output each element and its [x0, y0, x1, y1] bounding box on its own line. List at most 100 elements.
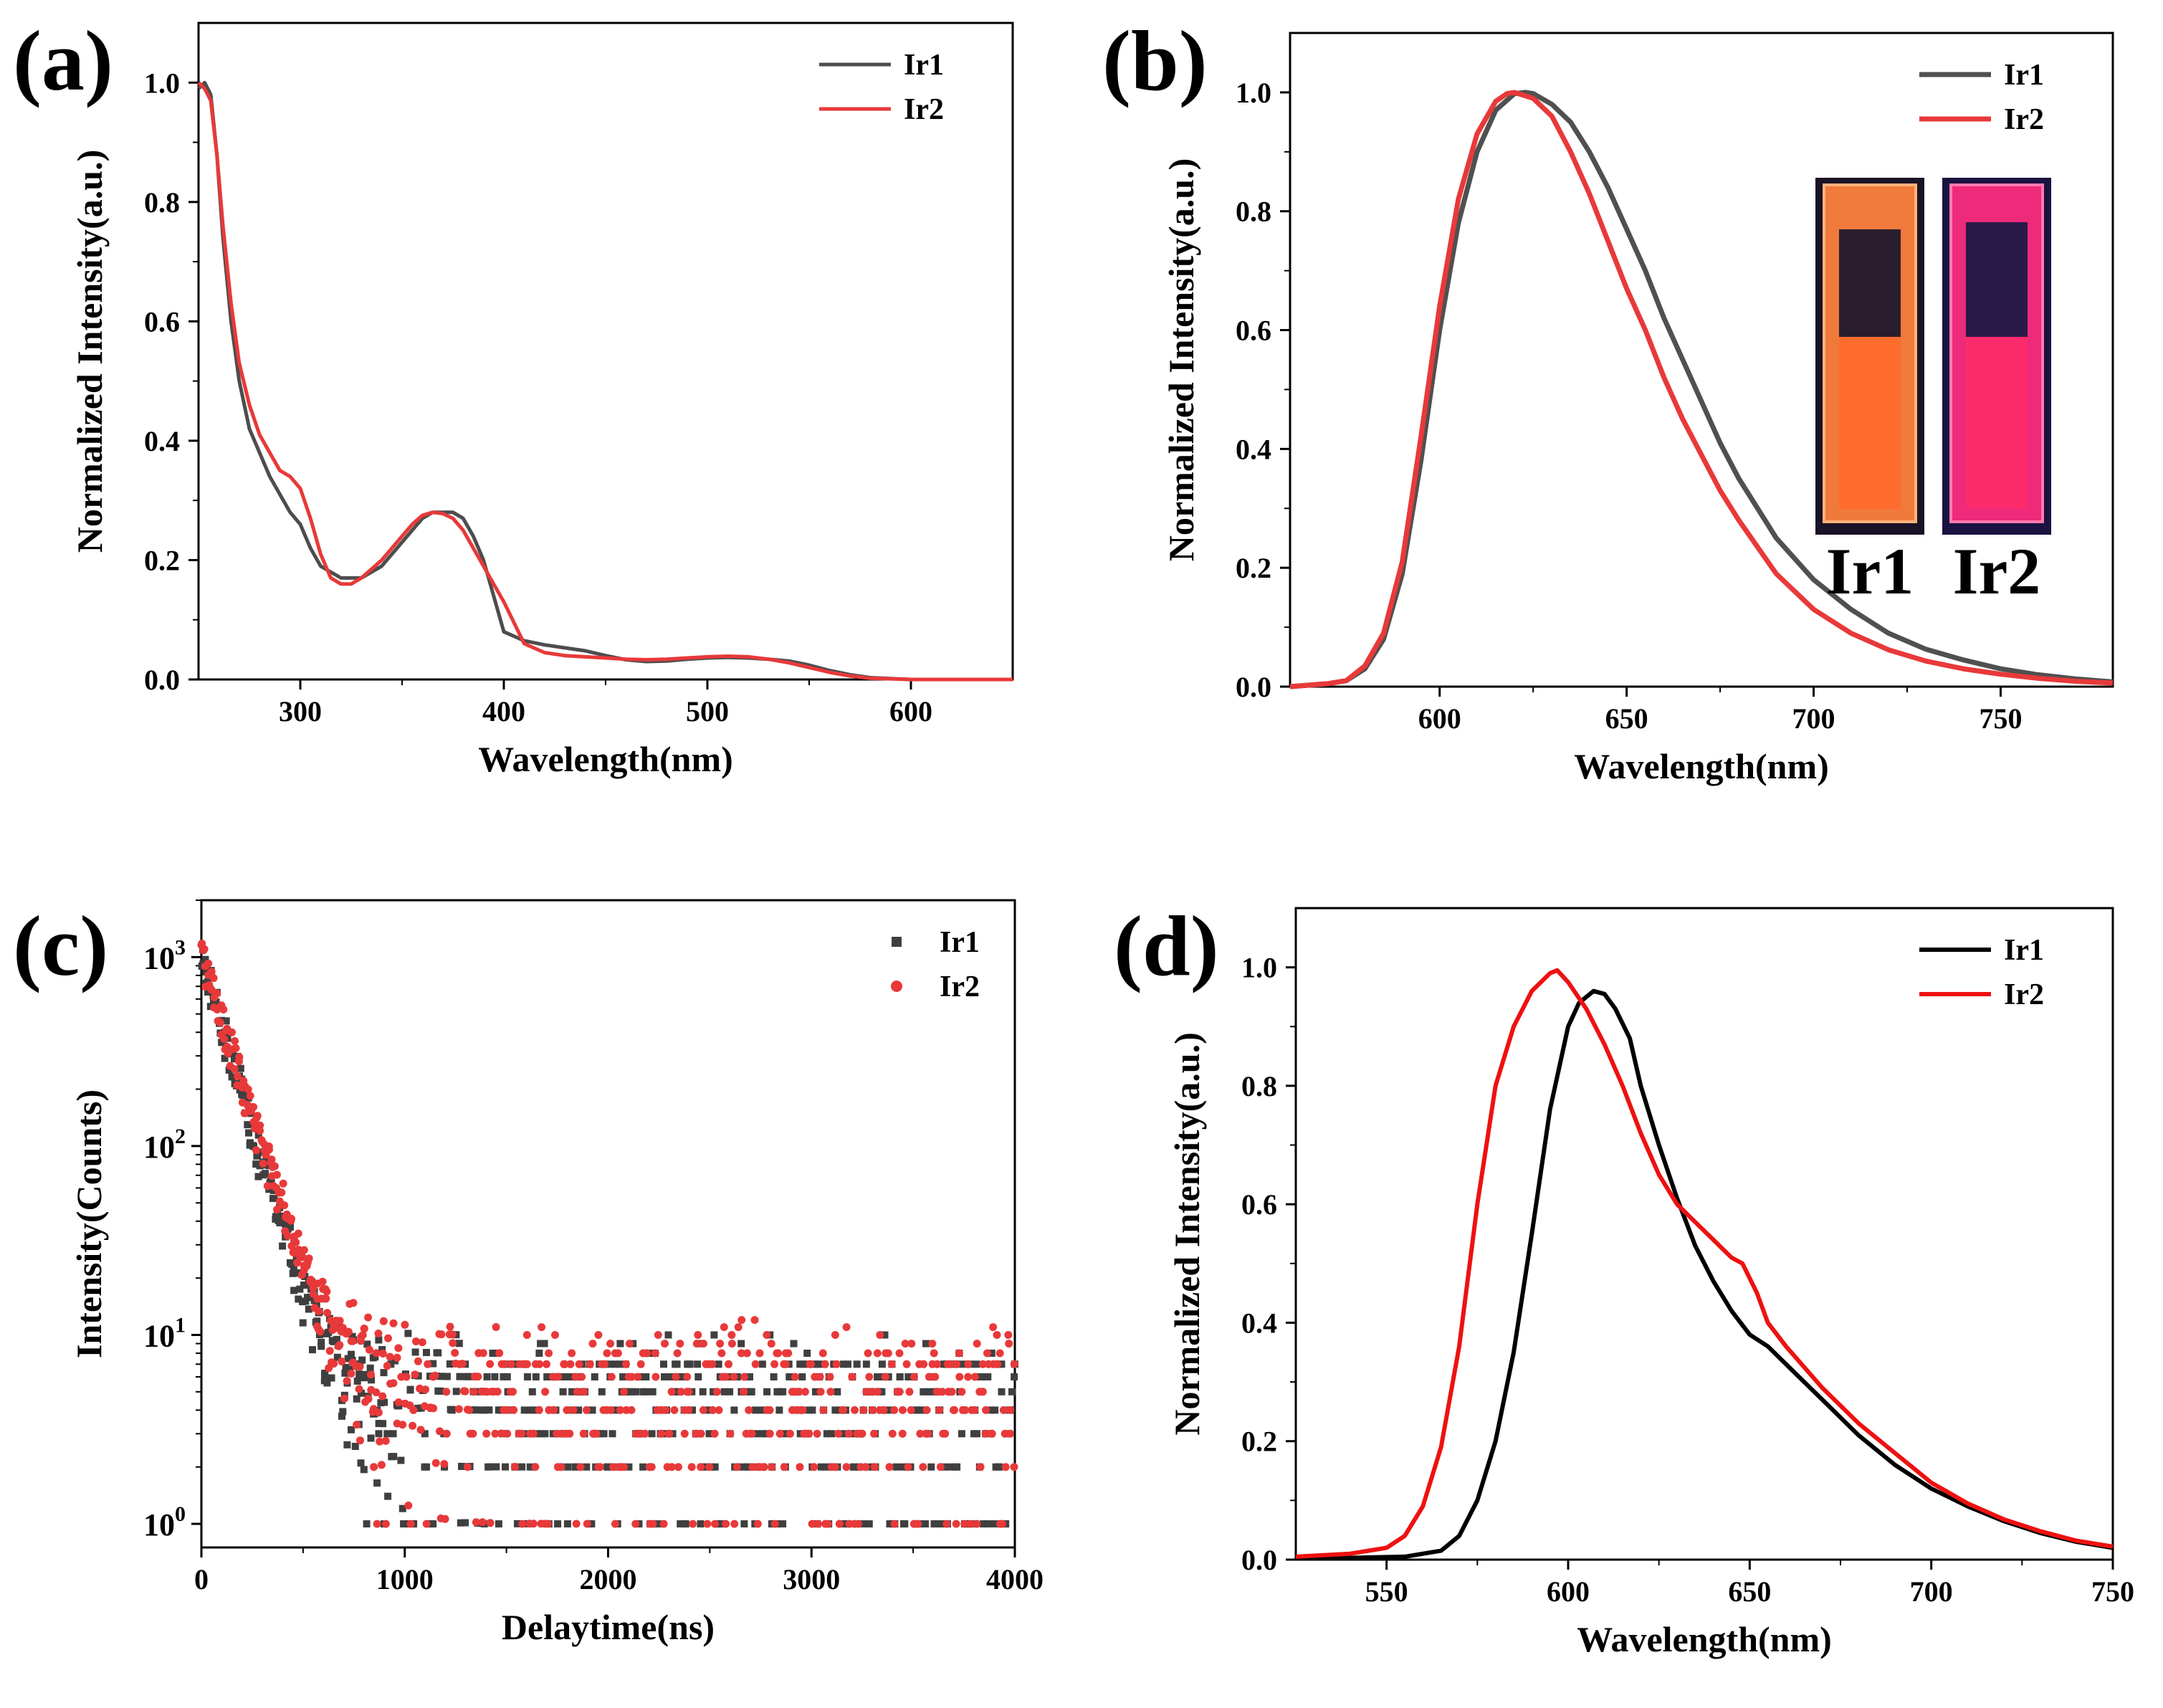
data-point	[941, 1429, 950, 1438]
data-point	[717, 1520, 725, 1528]
data-point	[429, 1520, 437, 1528]
data-point	[360, 1466, 368, 1474]
data-point	[708, 1360, 717, 1368]
y-tick-exponent: 1	[175, 1313, 186, 1337]
x-tick-label: 600	[1547, 1575, 1590, 1608]
data-point	[628, 1373, 636, 1381]
data-point	[993, 1360, 1002, 1368]
y-tick-label: 0.6	[144, 305, 180, 338]
data-point	[727, 1340, 736, 1348]
data-point	[775, 1406, 783, 1414]
data-point	[287, 1223, 294, 1231]
data-point	[740, 1373, 748, 1381]
series-points-ir1	[198, 945, 1018, 1528]
data-point	[573, 1388, 581, 1396]
data-point	[840, 1430, 848, 1438]
data-point	[991, 1406, 999, 1414]
data-point	[906, 1373, 914, 1380]
data-point	[697, 1520, 705, 1528]
data-point	[821, 1360, 829, 1368]
data-point	[383, 1362, 391, 1370]
data-point	[263, 1182, 272, 1191]
data-point	[816, 1388, 825, 1396]
data-point	[588, 1520, 596, 1528]
data-point	[482, 1429, 491, 1438]
data-point	[745, 1463, 753, 1471]
data-point	[355, 1370, 363, 1378]
data-point	[999, 1406, 1008, 1414]
data-point	[1008, 1388, 1016, 1395]
data-point	[298, 1253, 307, 1261]
data-point	[751, 1360, 760, 1368]
data-point	[722, 1373, 730, 1381]
data-point	[918, 1406, 926, 1414]
data-point	[429, 1360, 437, 1368]
data-point	[634, 1373, 642, 1381]
data-point	[924, 1388, 932, 1395]
data-point	[381, 1436, 390, 1445]
data-point	[667, 1373, 674, 1380]
data-point	[295, 1295, 302, 1303]
data-point	[885, 1463, 894, 1471]
data-point	[689, 1519, 697, 1528]
data-point	[272, 1213, 280, 1221]
data-point	[643, 1349, 651, 1358]
data-point	[870, 1463, 879, 1471]
data-point	[952, 1360, 961, 1368]
data-point	[888, 1429, 897, 1438]
data-point	[279, 1242, 287, 1250]
data-point	[859, 1406, 868, 1414]
data-point	[947, 1463, 955, 1471]
data-point	[625, 1340, 634, 1348]
x-axis-title: Wavelength(nm)	[1577, 1619, 1832, 1659]
data-point	[351, 1443, 359, 1450]
data-point	[601, 1360, 609, 1368]
data-point	[478, 1518, 487, 1527]
data-point	[342, 1363, 350, 1371]
data-point	[612, 1406, 620, 1414]
data-point	[907, 1340, 916, 1348]
data-point	[368, 1408, 377, 1416]
x-tick-label: 750	[2091, 1575, 2134, 1608]
x-tick-label: 750	[1979, 702, 2022, 735]
data-point	[522, 1360, 531, 1368]
inset-photos	[1815, 178, 2051, 535]
data-point	[223, 1042, 231, 1051]
data-point	[529, 1429, 538, 1438]
data-point	[386, 1352, 394, 1361]
data-point	[283, 1231, 292, 1240]
data-point	[686, 1360, 694, 1368]
data-point	[583, 1463, 591, 1471]
data-point	[791, 1373, 799, 1381]
data-point	[672, 1373, 680, 1381]
data-point	[627, 1406, 636, 1414]
data-point	[746, 1373, 753, 1380]
data-point	[730, 1519, 739, 1528]
data-point	[805, 1429, 813, 1438]
data-point	[429, 1404, 438, 1413]
data-point	[557, 1463, 565, 1471]
data-point	[1006, 1406, 1014, 1414]
inset-label-ir2: Ir2	[1953, 535, 2041, 608]
data-point	[472, 1406, 480, 1414]
data-point	[914, 1519, 922, 1528]
y-tick-label: 0.6	[1241, 1188, 1277, 1221]
data-point	[315, 1307, 323, 1315]
data-point	[753, 1519, 762, 1528]
data-point	[421, 1430, 429, 1438]
data-point	[886, 1520, 894, 1528]
y-tick-label: 0.2	[1241, 1426, 1277, 1458]
data-point	[715, 1406, 723, 1414]
data-point	[464, 1373, 472, 1380]
data-point	[726, 1429, 735, 1438]
cuvette-ir2-liquid	[1966, 337, 2028, 509]
y-tick-label: 1.0	[144, 67, 180, 99]
data-point	[953, 1463, 961, 1471]
data-point	[213, 989, 221, 998]
data-point	[402, 1373, 411, 1381]
data-point	[767, 1340, 775, 1348]
data-point	[576, 1463, 585, 1471]
data-point	[890, 1406, 899, 1414]
y-tick-label: 0.0	[1236, 671, 1271, 703]
data-point	[514, 1519, 521, 1527]
